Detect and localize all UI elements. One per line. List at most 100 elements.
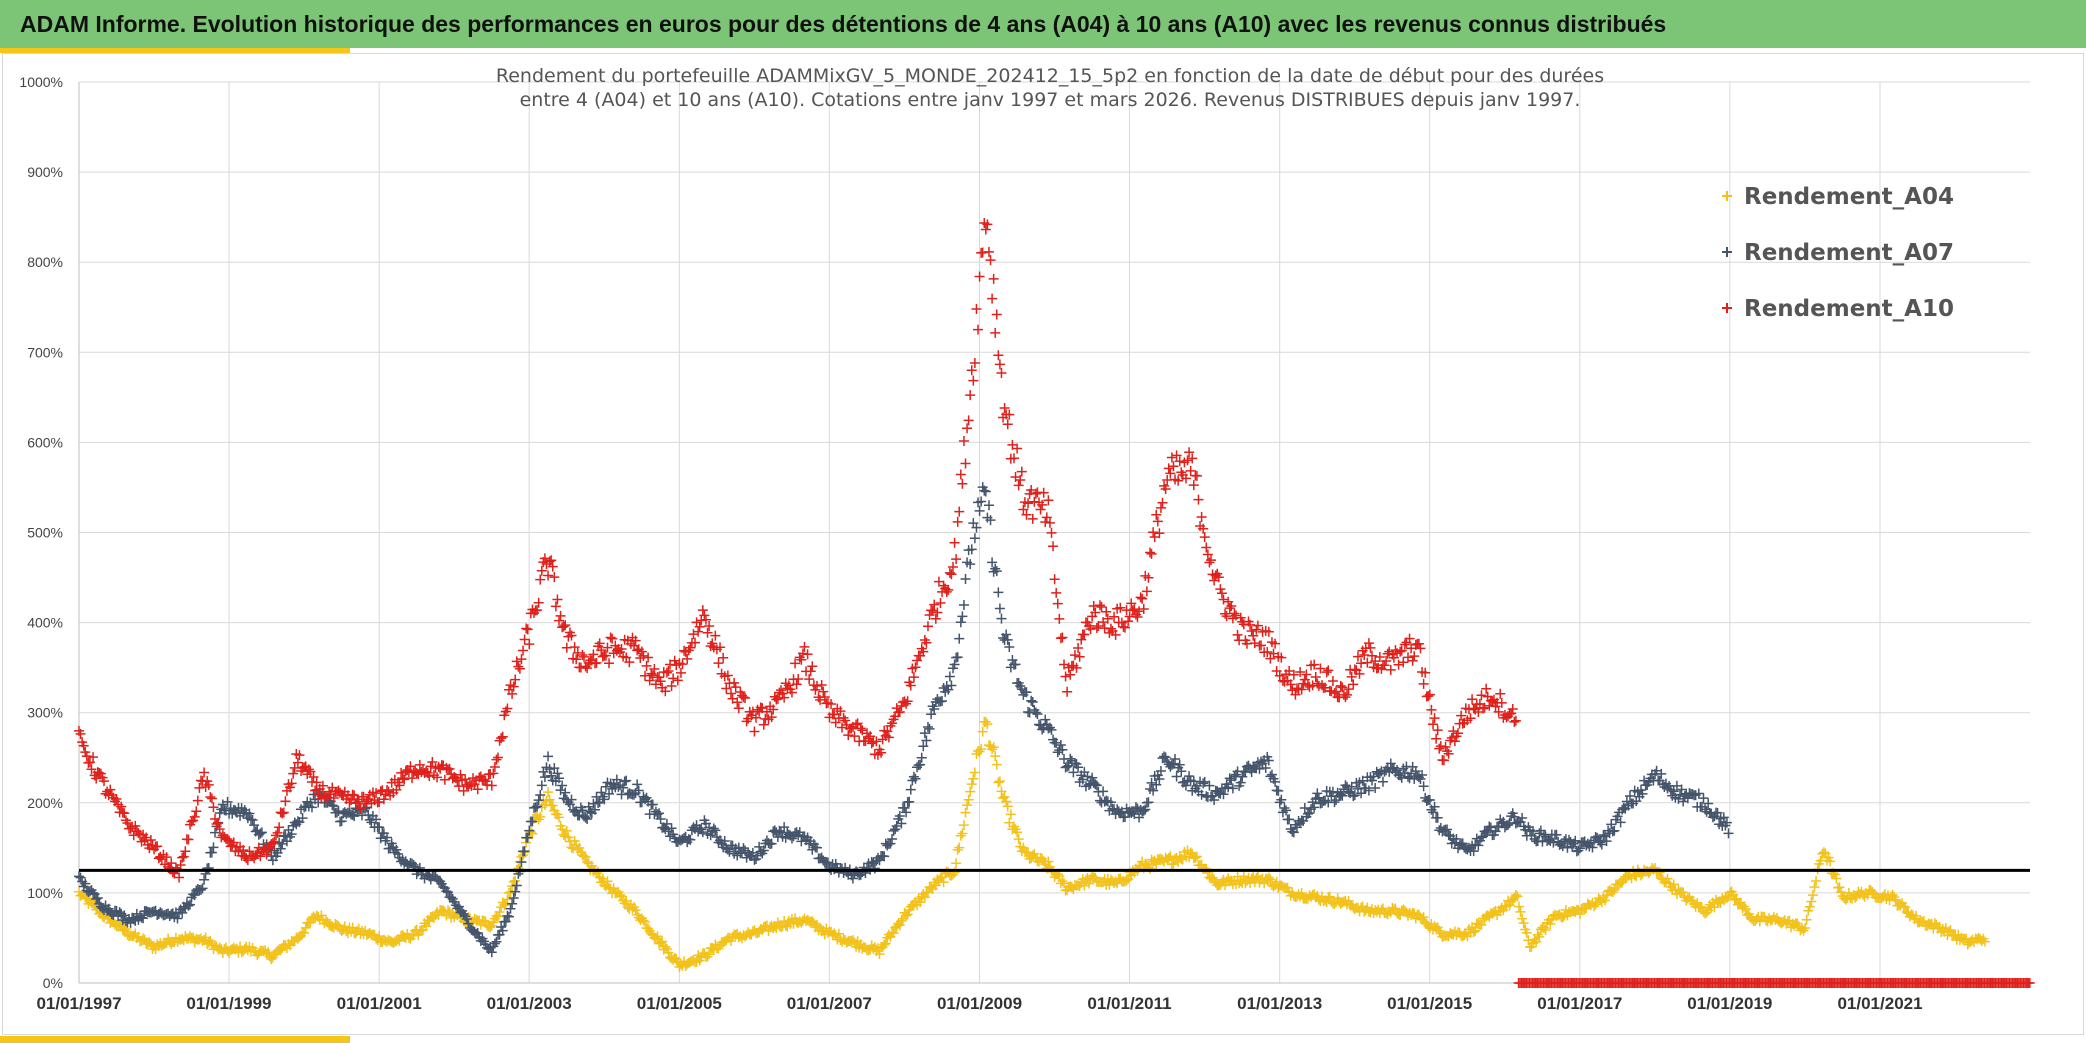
point-a10	[644, 675, 655, 686]
point-a07	[249, 820, 260, 831]
point-a10	[1367, 650, 1378, 661]
point-a07	[1260, 762, 1271, 773]
point-a10	[1043, 495, 1054, 506]
point-a07	[1040, 714, 1051, 725]
point-a10	[308, 771, 319, 782]
point-a07	[996, 613, 1007, 624]
point-a10	[816, 679, 827, 690]
point-a10	[1218, 594, 1229, 605]
point-a04	[1476, 919, 1487, 930]
point-a10	[710, 630, 721, 641]
point-a07	[589, 804, 600, 815]
accent-bar-top	[0, 48, 350, 53]
point-a10	[552, 594, 563, 605]
point-a07	[80, 878, 91, 889]
point-a10	[866, 738, 877, 749]
point-a10	[549, 572, 560, 583]
point-a07	[347, 809, 358, 820]
point-a04	[547, 800, 558, 811]
point-a10	[524, 639, 535, 650]
point-a04	[965, 786, 976, 797]
point-a10	[668, 673, 679, 684]
point-a04	[1470, 925, 1481, 936]
point-a10	[439, 774, 450, 785]
point-a10	[269, 836, 280, 847]
point-a10	[894, 706, 905, 717]
point-a07	[1335, 789, 1346, 800]
point-a10	[1102, 613, 1113, 624]
point-a10	[1129, 604, 1140, 615]
point-a10	[166, 858, 177, 869]
point-a07	[1637, 788, 1648, 799]
point-a10	[1109, 611, 1120, 622]
point-a10	[974, 271, 985, 282]
point-a04	[1165, 851, 1176, 862]
point-a04	[990, 751, 1001, 762]
point-a07	[1046, 724, 1057, 735]
point-a10	[414, 759, 425, 770]
point-a07	[633, 785, 644, 796]
point-a10	[292, 757, 303, 768]
point-a04	[1534, 931, 1545, 942]
point-a04	[503, 888, 514, 899]
point-a04	[1834, 882, 1845, 893]
point-a10	[1160, 483, 1171, 494]
point-a07	[1274, 797, 1285, 808]
point-a10	[222, 834, 233, 845]
point-a10	[1004, 409, 1015, 420]
chart-title-line-1: Rendement du portefeuille ADAMMixGV_5_MO…	[496, 65, 1604, 87]
point-a07	[557, 780, 568, 791]
point-a04	[1001, 796, 1012, 807]
point-a07	[1418, 781, 1429, 792]
point-a07	[965, 559, 976, 570]
point-a10	[786, 687, 797, 698]
point-a10	[1224, 603, 1235, 614]
point-a10	[288, 768, 299, 779]
point-a04	[919, 892, 930, 903]
point-a07	[1481, 827, 1492, 838]
point-a07	[894, 810, 905, 821]
chart-title-line-2: entre 4 (A04) et 10 ans (A10). Cotations…	[520, 89, 1581, 111]
chart-frame	[2, 53, 2084, 1035]
point-a10	[1027, 513, 1038, 524]
point-a04	[977, 726, 988, 737]
point-a10	[1256, 640, 1267, 651]
point-a07	[1337, 790, 1348, 801]
point-a10	[902, 696, 913, 707]
point-a10	[699, 610, 710, 621]
point-a07	[1138, 805, 1149, 816]
point-a07	[924, 723, 935, 734]
point-a10	[943, 584, 954, 595]
point-a10	[546, 555, 557, 566]
point-a10	[954, 506, 965, 517]
point-a07	[887, 833, 898, 844]
point-a04	[561, 825, 572, 836]
point-a10	[838, 712, 849, 723]
point-a07	[1154, 773, 1165, 784]
point-a07	[1557, 841, 1568, 852]
point-a04	[987, 744, 998, 755]
point-a04	[966, 779, 977, 790]
point-a10	[1221, 611, 1232, 622]
point-a07	[1473, 840, 1484, 851]
point-a10	[811, 680, 822, 691]
point-a10	[1157, 497, 1168, 508]
point-a10	[511, 656, 522, 667]
point-a04	[963, 794, 974, 805]
point-a04	[1263, 872, 1274, 883]
point-a10	[732, 697, 743, 708]
point-a10	[1431, 733, 1442, 744]
point-a04	[1145, 863, 1156, 874]
point-a07	[1468, 846, 1479, 857]
point-a10	[721, 683, 732, 694]
point-a10	[693, 626, 704, 637]
point-a10	[1135, 592, 1146, 603]
point-a10	[317, 780, 328, 791]
point-a07	[993, 587, 1004, 598]
point-a10	[311, 777, 322, 788]
point-a10	[1051, 587, 1062, 598]
point-a10	[1252, 620, 1263, 631]
point-a04	[1245, 878, 1256, 889]
point-a10	[643, 652, 654, 663]
